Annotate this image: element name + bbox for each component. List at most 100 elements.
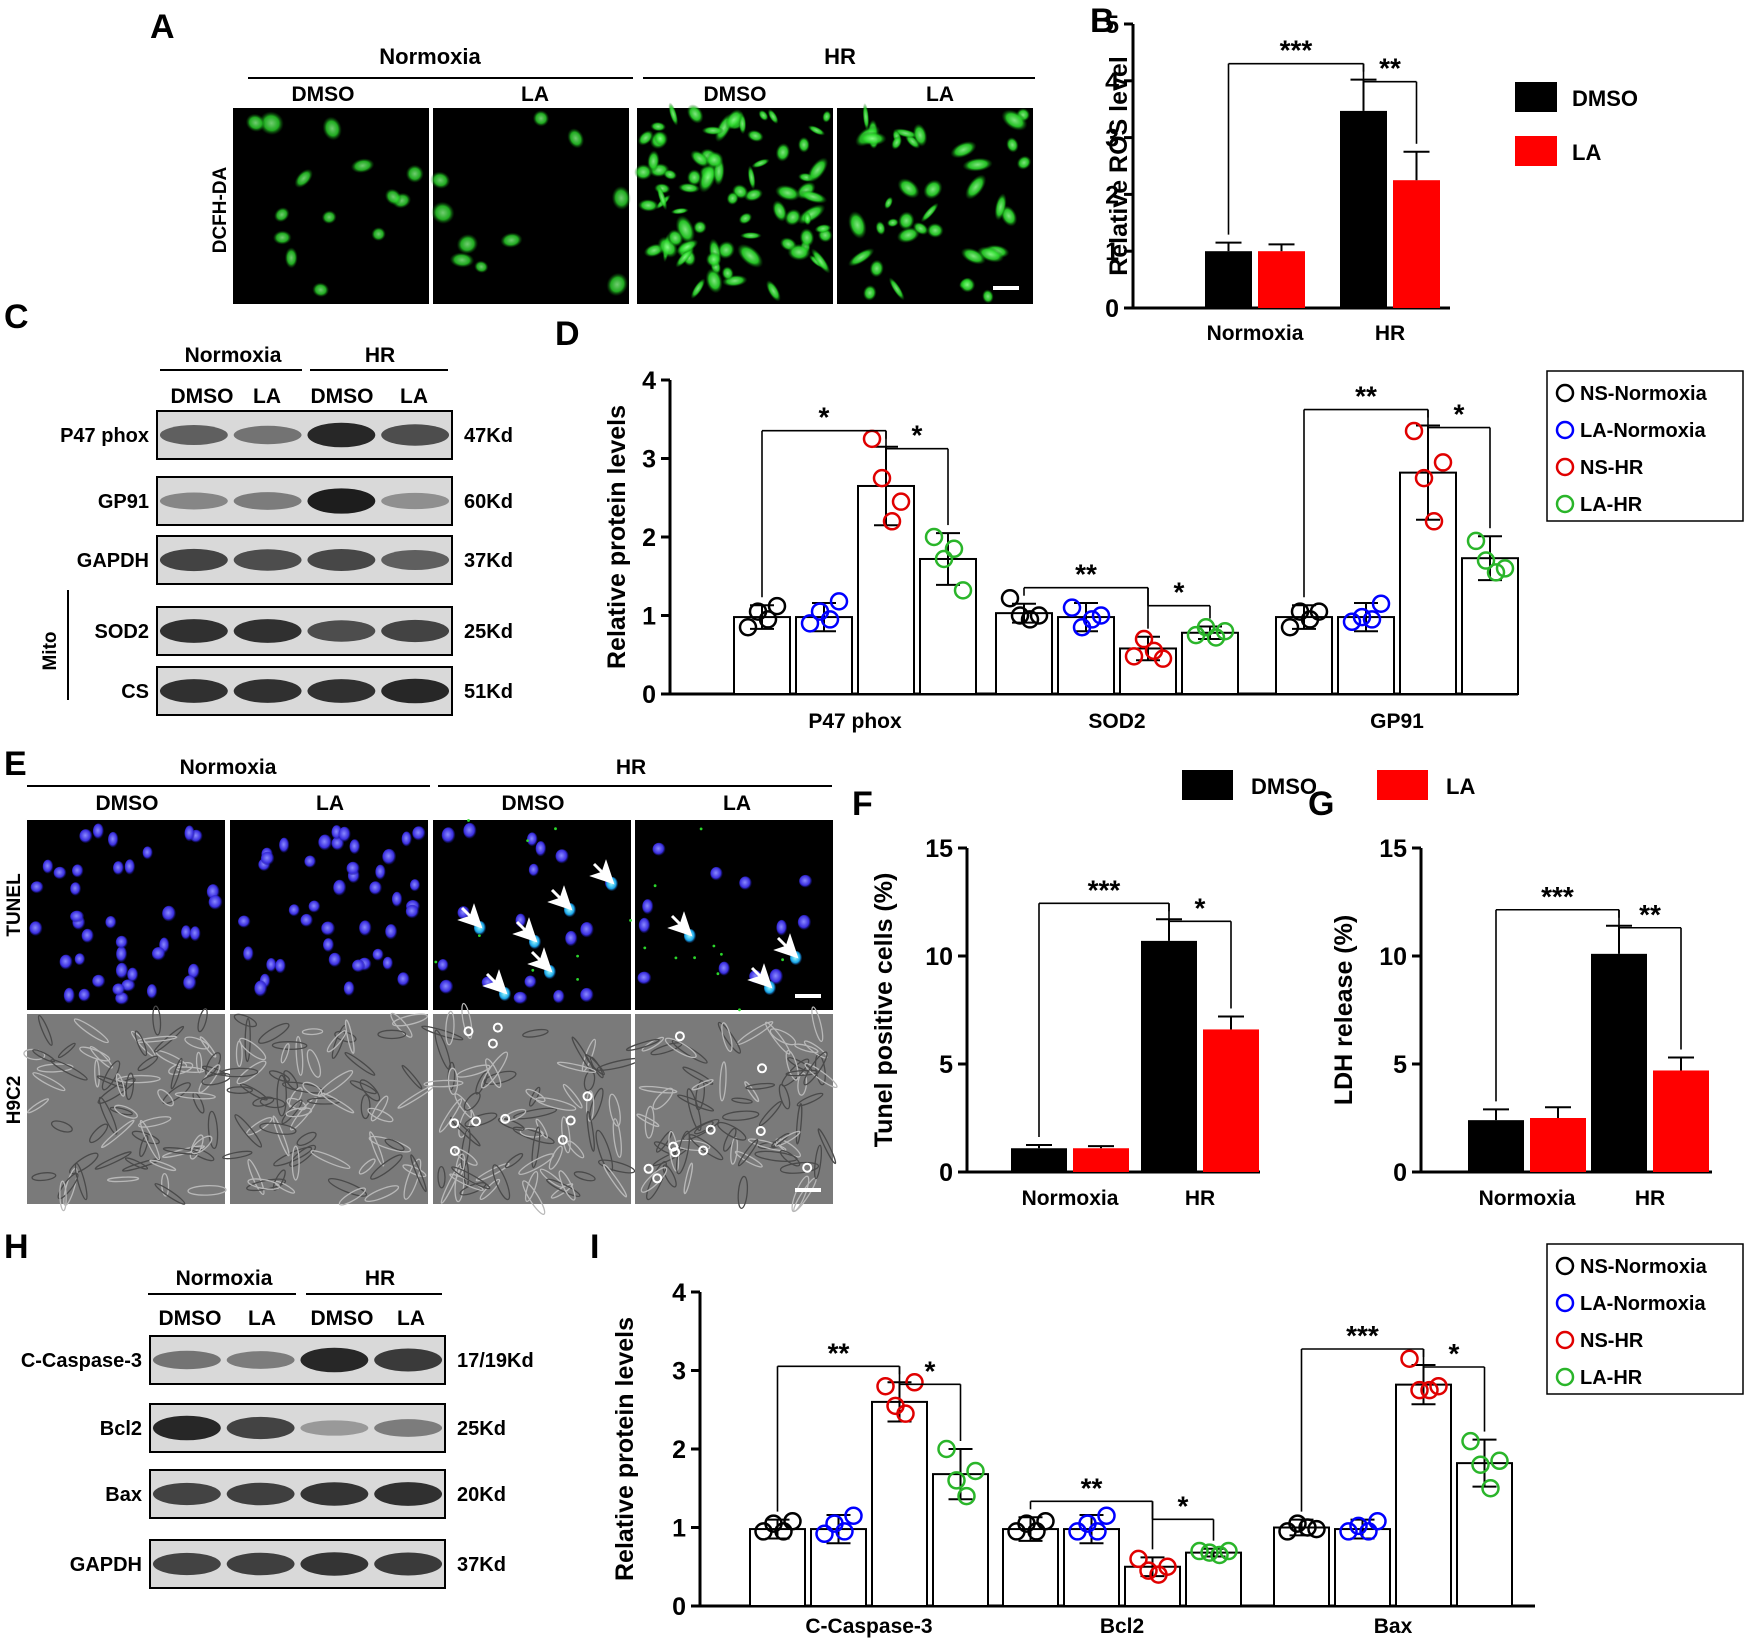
phase-cell [74, 1162, 88, 1201]
nucleus [78, 988, 91, 1002]
green-cell [799, 228, 815, 248]
significance-label: ** [1639, 899, 1661, 930]
phase-cell [479, 1178, 501, 1200]
panel-letter-c: C [4, 298, 29, 336]
nucleus [710, 866, 723, 881]
blot-size: 51Kd [464, 681, 513, 703]
legend-label: LA-Normoxia [1580, 1293, 1706, 1315]
green-cell [740, 232, 762, 240]
green-cell [705, 268, 723, 294]
y-tick-label: 10 [925, 943, 953, 971]
phase-cell [259, 1122, 297, 1135]
micrograph [233, 108, 429, 304]
nucleus [53, 866, 67, 880]
data-point [1368, 1511, 1387, 1531]
column-label: LA [926, 83, 954, 106]
green-cell [274, 207, 290, 223]
nucleus [266, 958, 277, 972]
significance-label: * [1174, 577, 1185, 608]
panel-letter: G [1308, 785, 1334, 823]
nucleus [59, 954, 73, 970]
arrow-icon [667, 911, 693, 937]
nucleus [72, 864, 84, 878]
data-point [1476, 551, 1496, 570]
legend-marker [1555, 1330, 1575, 1350]
green-cell [743, 188, 764, 202]
nucleus [412, 826, 426, 841]
round-cell [449, 1145, 460, 1156]
column-label: DMSO [502, 792, 565, 815]
data-point [1010, 606, 1030, 625]
phase-cell [531, 1126, 541, 1169]
data-point [1097, 1506, 1116, 1525]
nucleus [401, 831, 412, 847]
phase-cell [94, 1151, 132, 1170]
y-tick-label: 1 [642, 603, 656, 631]
phase-cell [662, 1164, 677, 1188]
y-tick-label: 1 [1105, 238, 1119, 266]
green-cell [384, 188, 402, 206]
arrow-icon [482, 969, 508, 995]
green-cell [747, 129, 764, 142]
y-tick-label: 0 [642, 681, 656, 709]
phase-cell [344, 1051, 376, 1076]
phase-cell [597, 1159, 636, 1174]
green-cell [667, 229, 684, 247]
phase-cell [73, 1018, 109, 1044]
data-point [1190, 1541, 1209, 1561]
bar [1393, 180, 1440, 308]
phase-cell [301, 1028, 324, 1036]
nucleus [441, 827, 456, 844]
phase-cell [344, 1019, 355, 1054]
green-cell [245, 113, 266, 132]
phase-cell [562, 1083, 583, 1109]
bar [1205, 251, 1252, 308]
green-cell [798, 190, 828, 204]
protein-band [374, 1552, 443, 1576]
data-point [1158, 1557, 1177, 1576]
round-cell [582, 1091, 593, 1102]
bar [1468, 1120, 1524, 1172]
nucleus [463, 822, 477, 839]
green-speck [467, 819, 470, 822]
blot-label: Bcl2 [100, 1418, 142, 1440]
green-cell [962, 157, 993, 172]
nucleus [797, 914, 812, 930]
phase-cell [811, 1006, 824, 1043]
phase-cell [795, 1103, 803, 1145]
phase-cell [170, 1057, 183, 1090]
blot-label: P47 phox [60, 425, 149, 447]
protein-band [226, 1351, 295, 1369]
phase-cell [451, 1166, 491, 1190]
green-cell [312, 282, 330, 298]
y-tick-label: 0 [939, 1159, 953, 1187]
round-cell [565, 1115, 576, 1126]
data-point [953, 581, 973, 600]
nucleus [146, 984, 158, 999]
green-cell [693, 220, 707, 234]
phase-cell [239, 1037, 267, 1061]
nucleus [527, 832, 538, 847]
green-speck [712, 944, 716, 948]
legend-marker [1555, 494, 1575, 514]
phase-cell [461, 1002, 473, 1040]
phase-cell [50, 1120, 73, 1133]
y-tick-label: 4 [1105, 68, 1119, 96]
western-blots: P47 phox 47Kd GP91 60Kd GAPDH 37Kd SOD2 25Kd CS 5… [60, 410, 513, 716]
x-tick-label: P47 phox [808, 710, 902, 733]
x-tick-label: Normoxia [1207, 322, 1304, 345]
nucleus [369, 881, 382, 895]
green-speck [554, 827, 557, 831]
phase-cell [59, 1180, 67, 1212]
phase-cell [273, 1146, 313, 1167]
nucleus [553, 989, 565, 1004]
protein-band [159, 548, 228, 572]
column-label: LA [316, 792, 344, 815]
phase-cell [769, 1028, 797, 1046]
legend: NS-Normoxia LA-Normoxia NS-HR LA-HR [1546, 370, 1744, 522]
green-cell [690, 150, 710, 168]
y-tick-label: 15 [1379, 835, 1407, 863]
green-speck [674, 956, 678, 960]
green-cell [690, 278, 706, 299]
